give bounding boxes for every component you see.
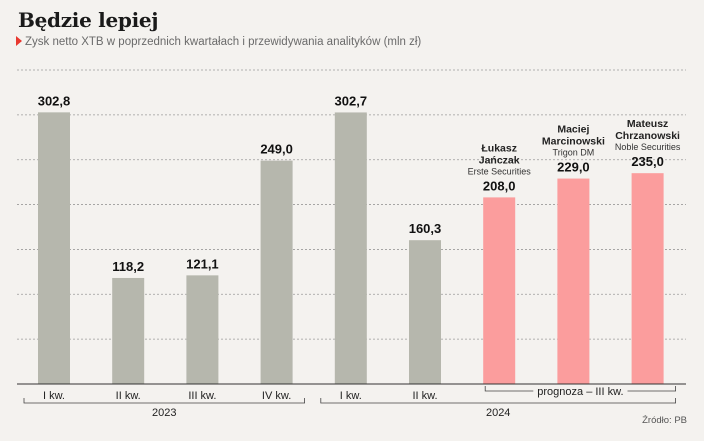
year-label: 2024 [486,407,510,419]
analyst-name: Łukasz [481,142,517,154]
bar [260,160,293,384]
year-bracket [320,398,676,404]
subtitle-marker-icon [16,36,22,46]
x-tick-label: I kw. [340,390,362,402]
bar-value-label: 118,2 [112,259,144,274]
bar-value-label: 302,8 [38,93,71,108]
forecast-label-bg [533,385,628,398]
analyst-firm: Erste Securities [468,166,532,176]
bar [483,197,516,384]
forecast-label: prognoza – III kw. [537,386,623,398]
x-tick-label: III kw. [188,390,216,402]
x-tick-label: II kw. [412,390,437,402]
source-note: Źródło: PB [642,415,687,426]
bar [186,275,219,384]
year-label: 2023 [152,407,176,419]
bar-value-label: 121,1 [186,256,219,271]
chart-subtitle: Zysk netto XTB w poprzednich kwartałach … [25,36,422,48]
analyst-name: Marcinowski [542,136,605,148]
chart-title: Będzie lepiej [18,8,159,32]
bar [112,277,145,384]
bar [409,240,441,384]
bar-value-label: 302,7 [335,93,368,108]
x-tick-label: I kw. [43,390,65,402]
bar [557,178,590,384]
bar-value-label: 160,3 [409,221,442,236]
x-tick-label: II kw. [116,390,141,402]
analyst-name: Chrzanowski [615,130,680,142]
bar-value-label: 249,0 [260,142,293,157]
year-bracket [23,398,305,404]
x-tick-label: IV kw. [262,390,291,402]
chart-subtitle-row: Zysk netto XTB w poprzednich kwartałach … [16,36,421,48]
analyst-name: Mateusz [627,118,668,130]
bar [38,112,70,384]
analyst-name: Maciej [557,124,589,136]
bar-value-label: 229,0 [557,160,590,175]
bar [334,112,367,384]
analyst-firm: Noble Securities [615,142,681,152]
bar-value-label: 235,0 [631,154,664,169]
analyst-firm: Trigon DM [553,148,595,158]
bar-value-label: 208,0 [483,178,516,193]
bar [631,173,664,384]
analyst-name: Jańczak [479,154,520,166]
